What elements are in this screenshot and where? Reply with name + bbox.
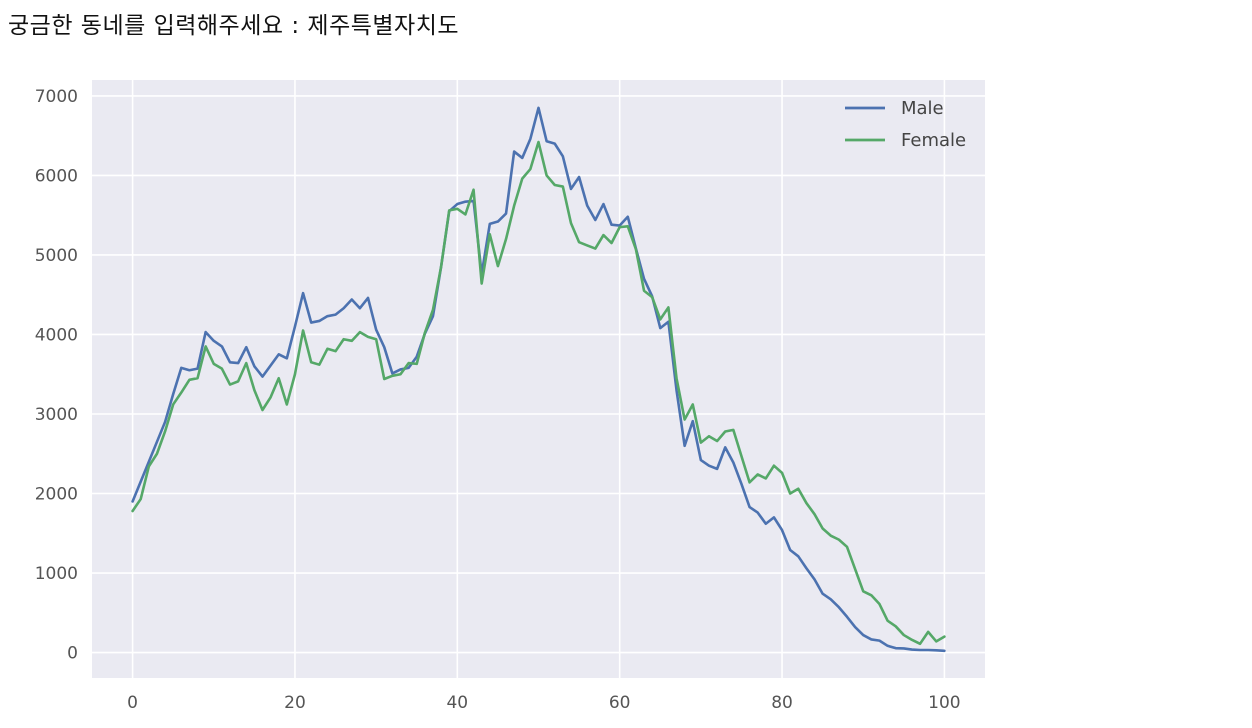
y-tick-label: 3000 xyxy=(35,405,78,425)
x-tick-label: 100 xyxy=(928,693,960,713)
plot-background xyxy=(92,80,985,678)
y-tick-label: 7000 xyxy=(35,87,78,107)
axis-tick-labels: 0 20 40 60 80 1000100020003000400050006000700… xyxy=(35,87,961,713)
series-lines xyxy=(131,106,946,653)
x-tick-label: 80 xyxy=(771,693,793,713)
grid-lines xyxy=(92,80,985,678)
input-prompt: 궁금한 동네를 입력해주세요 : 제주특별자치도 xyxy=(8,6,459,40)
x-tick-label: 40 xyxy=(446,693,468,713)
chart-legend: Male Female xyxy=(845,98,966,151)
x-tick-label: 0 xyxy=(127,693,138,713)
y-tick-label: 6000 xyxy=(35,166,78,186)
prompt-value: 제주특별자치도 xyxy=(307,13,460,39)
y-tick-label: 4000 xyxy=(35,325,78,345)
y-tick-label: 0 xyxy=(67,644,78,664)
legend-label-female: Female xyxy=(901,130,966,151)
y-tick-label: 2000 xyxy=(35,485,78,505)
x-tick-label: 20 xyxy=(284,693,306,713)
y-tick-label: 1000 xyxy=(35,564,78,584)
series-line-female xyxy=(131,140,946,646)
y-tick-label: 5000 xyxy=(35,246,78,266)
legend-label-male: Male xyxy=(901,98,944,119)
x-tick-label: 60 xyxy=(609,693,631,713)
prompt-separator: : xyxy=(283,13,308,39)
series-line-male xyxy=(131,106,946,653)
prompt-label: 궁금한 동네를 입력해주세요 xyxy=(8,13,284,39)
